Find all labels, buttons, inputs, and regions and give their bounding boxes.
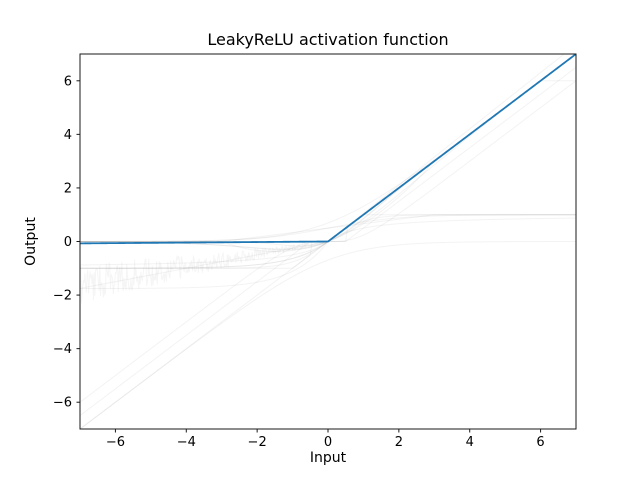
y-axis-ticks: −6 −4 −2 0 2 4 6 [53, 74, 80, 411]
background-curve-celu [80, 54, 576, 269]
y-tick-label: −2 [53, 289, 72, 304]
x-tick-label: 2 [395, 435, 403, 450]
background-curve-gelu [80, 54, 576, 247]
chart-title: LeakyReLU activation function [207, 30, 448, 49]
x-tick-label: −6 [106, 435, 125, 450]
background-curve-elu [80, 54, 576, 269]
background-curve-prelu [80, 54, 576, 289]
background-curve-sigmoid [80, 214, 576, 242]
y-tick-label: 6 [64, 74, 72, 89]
background-curve-selu [80, 54, 565, 290]
background-curve-hardswish [80, 54, 576, 253]
x-tick-label: 6 [536, 435, 544, 450]
x-tick-label: −2 [248, 435, 267, 450]
y-tick-label: −6 [53, 396, 72, 411]
x-axis-ticks: −6 −4 −2 0 2 4 6 [106, 429, 545, 450]
y-tick-label: 4 [64, 128, 72, 143]
x-tick-label: −4 [177, 435, 196, 450]
background-curve-mish [80, 54, 576, 251]
y-tick-label: 2 [64, 181, 72, 196]
leakyrelu-curve [80, 54, 576, 245]
y-tick-label: 0 [64, 235, 72, 250]
y-axis-label: Output [23, 217, 39, 266]
background-curve-rrelu [80, 54, 576, 304]
x-tick-label: 4 [466, 435, 474, 450]
y-tick-label: −4 [53, 342, 72, 357]
background-curve-relu6 [80, 80, 576, 242]
background-curves [80, 54, 576, 429]
background-curve-softplus [80, 54, 576, 242]
x-axis-label: Input [310, 450, 347, 466]
background-curve-relu [80, 54, 576, 242]
background-curve-hardsigmoid [80, 214, 576, 242]
leakyrelu-line [80, 54, 576, 245]
x-tick-label: 0 [324, 435, 332, 450]
background-curve-logsigmoid [80, 241, 576, 429]
